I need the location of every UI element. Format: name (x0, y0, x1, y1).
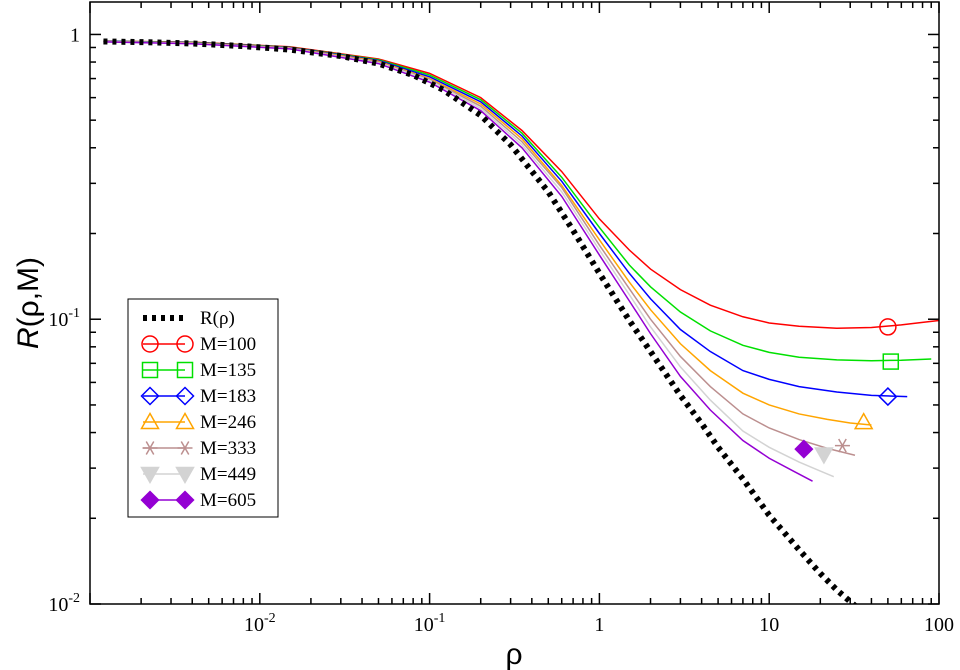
x-tick-label-base: 100 (924, 614, 954, 636)
x-tick-label-base: 10 (759, 614, 779, 636)
y-axis-title-rest: (ρ,M) (12, 257, 45, 327)
series-lines (103, 38, 939, 604)
data-marker-m-449 (814, 447, 834, 465)
series-line-m-183 (103, 40, 908, 398)
data-marker-m-135 (882, 353, 900, 370)
x-tick-label-base: 1 (594, 614, 604, 636)
legend-label-m-183: M=183 (200, 386, 256, 407)
y-tick-label-exponent: -1 (68, 306, 80, 321)
legend-marker-right-m-100 (176, 335, 194, 353)
legend-marker-left-m-333 (142, 441, 158, 455)
legend-label-m-246: M=246 (200, 412, 256, 433)
legend-marker-right-m-605 (175, 490, 195, 510)
x-tick-label: 100 (924, 614, 954, 636)
legend-marker-right-m-135 (176, 361, 194, 379)
legend-label-m-449: M=449 (200, 464, 256, 485)
y-axis-title-italic: R (12, 327, 45, 349)
legend-marker-right-m-449 (175, 466, 195, 485)
legend-label-m-135: M=135 (200, 360, 256, 381)
plot-frame (89, 1, 940, 605)
data-marker-m-333 (834, 438, 850, 453)
data-marker-m-246 (853, 412, 874, 430)
series-line-m-246 (103, 40, 872, 426)
x-tick-label-exponent: -1 (434, 611, 446, 626)
y-tick-label: 1 (70, 24, 80, 46)
series-line-m-135 (103, 40, 932, 362)
y-tick-label-base: 10 (48, 309, 68, 331)
legend-marker-left-m-605 (140, 490, 160, 510)
y-tick-label: 10-2 (48, 591, 80, 616)
y-tick-label-exponent: -2 (68, 591, 80, 606)
x-tick-label-base: 10 (244, 614, 264, 636)
legend-marker-right-m-333 (177, 441, 193, 455)
data-marker-m-100 (879, 318, 897, 336)
data-marker-m-605 (794, 439, 814, 459)
legend-marker-left-m-246 (140, 411, 160, 430)
series-line-m-100 (103, 40, 939, 329)
legend-marker-right-m-246 (175, 411, 195, 430)
x-tick-label: 10-1 (414, 611, 446, 636)
x-tick-label: 10 (759, 614, 779, 636)
legend-label-m-333: M=333 (200, 438, 256, 459)
legend-box (127, 298, 279, 518)
x-tick-label-base: 10 (414, 614, 434, 636)
legend: R(ρ) M=100 M=135 M=183 M=246 M=333 M=449 M=605 (127, 298, 279, 518)
legend-label-m-605: M=605 (200, 490, 256, 511)
legend-label-m-100: M=100 (200, 334, 256, 355)
x-axis-title: ρ (505, 638, 522, 670)
legend-label-reference: R(ρ) (200, 308, 235, 329)
x-tick-label: 10-2 (244, 611, 276, 636)
series-markers (794, 318, 900, 465)
legend-marker-left-m-135 (141, 361, 159, 379)
y-axis-title: R(ρ,M) (12, 257, 45, 349)
x-tick-label-exponent: -2 (264, 611, 276, 626)
y-tick-label: 10-1 (48, 306, 80, 331)
y-tick-label-base: 10 (48, 594, 68, 616)
x-tick-label: 1 (594, 614, 604, 636)
data-marker-m-183 (878, 387, 898, 407)
legend-marker-left-m-100 (141, 335, 159, 353)
legend-marker-right-m-183 (175, 386, 195, 406)
legend-marker-left-m-449 (140, 466, 160, 485)
legend-marker-left-m-183 (140, 386, 160, 406)
y-tick-label-base: 1 (70, 24, 80, 46)
